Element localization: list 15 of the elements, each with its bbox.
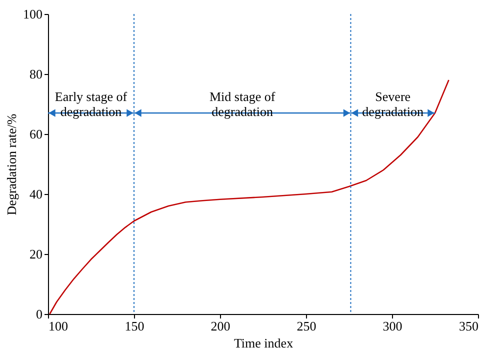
x-tick-label: 300 xyxy=(382,318,402,334)
y-tick-label: 80 xyxy=(30,66,42,82)
x-tick-label: 250 xyxy=(296,318,316,334)
y-tick-label: 0 xyxy=(36,306,42,322)
x-axis-title: Time index xyxy=(234,336,294,350)
y-tick-label: 60 xyxy=(30,126,42,142)
y-tick-label: 40 xyxy=(30,186,42,202)
y-tick-label: 100 xyxy=(23,6,42,22)
y-tick-label: 20 xyxy=(30,246,42,262)
x-tick-label: 350 xyxy=(459,318,478,334)
y-axis-title: Degradation rate/% xyxy=(4,114,19,216)
x-tick-label: 100 xyxy=(48,318,68,334)
x-tick-label: 200 xyxy=(210,318,230,334)
line-series xyxy=(49,79,450,315)
x-tick-label: 150 xyxy=(124,318,144,334)
